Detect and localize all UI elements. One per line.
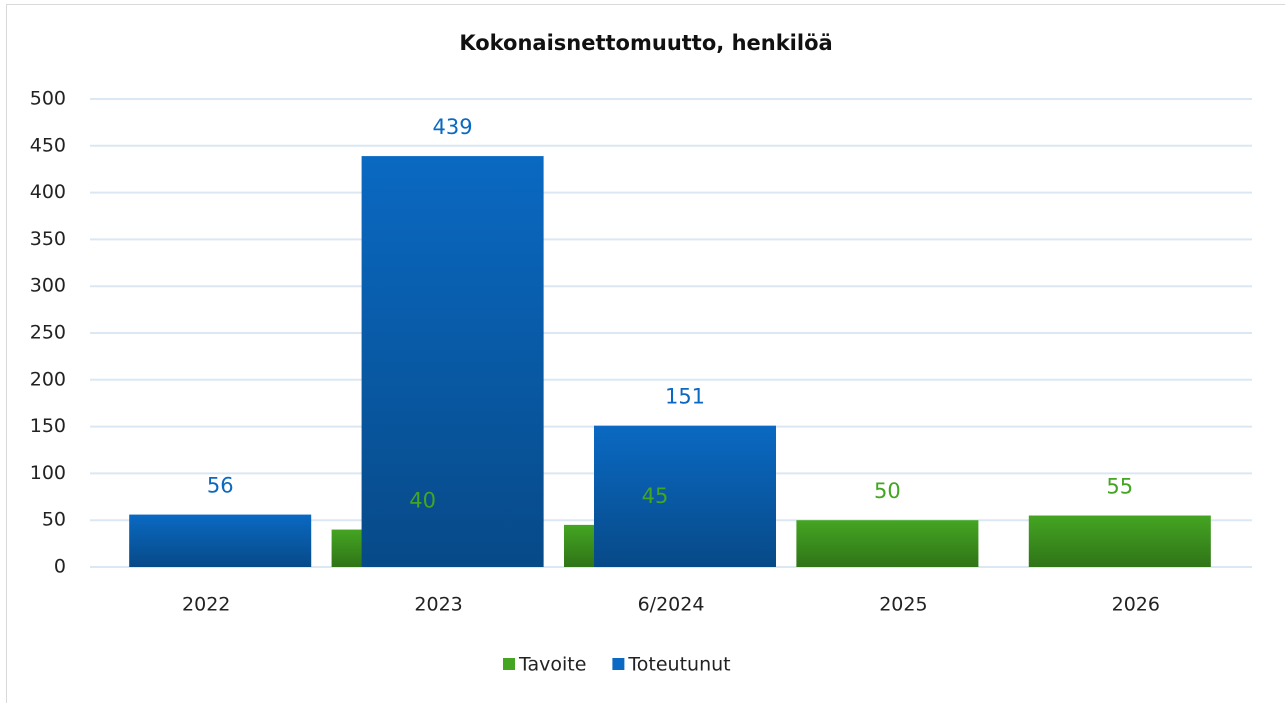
data-label: 40: [409, 489, 436, 513]
legend-label: Tavoite: [518, 654, 586, 676]
x-tick-label: 2023: [414, 594, 462, 616]
y-tick-label: 500: [30, 88, 66, 110]
x-tick-label: 2025: [879, 594, 927, 616]
legend-label: Toteutunut: [627, 654, 730, 676]
legend-swatch: [612, 658, 625, 670]
y-tick-label: 200: [30, 368, 66, 390]
x-tick-label: 2026: [1112, 594, 1160, 616]
y-tick-label: 300: [30, 275, 66, 297]
data-label: 55: [1106, 475, 1133, 499]
chart-title: Kokonaisnettomuutto, henkilöä: [459, 31, 832, 55]
y-tick-label: 100: [30, 462, 66, 484]
y-tick-label: 450: [30, 134, 66, 156]
y-tick-label: 350: [30, 228, 66, 250]
y-tick-label: 50: [42, 509, 66, 531]
y-tick-label: 250: [30, 322, 66, 344]
bar-shade: [361, 156, 544, 567]
x-tick-label: 2022: [182, 594, 230, 616]
data-label: 439: [433, 115, 473, 139]
data-label: 151: [665, 385, 705, 409]
data-label: 50: [874, 479, 901, 503]
x-tick-label: 6/2024: [638, 594, 705, 616]
y-tick-label: 400: [30, 181, 66, 203]
y-tick-label: 0: [54, 556, 66, 578]
data-label: 45: [642, 484, 669, 508]
y-tick-label: 150: [30, 415, 66, 437]
data-label: 56: [207, 474, 234, 498]
chart-frame: [6, 4, 1285, 703]
bar-shade: [1028, 515, 1211, 567]
bar-shade: [594, 425, 776, 567]
bar-shade: [796, 520, 979, 567]
bar-shade: [129, 514, 312, 567]
legend-swatch: [503, 658, 515, 670]
